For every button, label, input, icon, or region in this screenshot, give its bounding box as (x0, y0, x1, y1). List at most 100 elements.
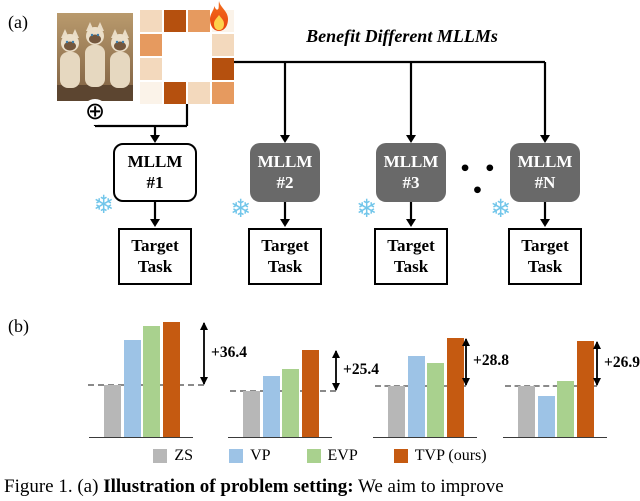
legend-item-vp: VP (229, 447, 271, 465)
kitten (85, 22, 105, 87)
bar-zs (104, 385, 121, 437)
target-task-box-2: Target Task (248, 228, 322, 285)
chart-baseline (503, 437, 607, 438)
gain-value: +28.8 (473, 352, 509, 369)
legend-label: TVP (ours) (414, 447, 487, 464)
combine-plus-icon: ⊕ (82, 99, 108, 125)
legend-swatch-tvp (393, 449, 408, 463)
ellipsis: • • • (459, 158, 499, 202)
mllm-box-1: MLLM #1 (113, 143, 197, 202)
patch-cell (212, 58, 234, 80)
patch-cell (188, 10, 210, 32)
connector-lines (93, 60, 550, 227)
bar-vp (537, 396, 555, 437)
mllm-box-n: MLLM #N (510, 143, 580, 202)
caption-bold: Illustration of problem setting: (103, 476, 354, 497)
bar-tvpours (576, 341, 594, 437)
target-task-box-3: Target Task (374, 228, 448, 285)
mllm-index: #1 (146, 172, 164, 192)
snowflake-icon: ❄ (93, 190, 114, 219)
mllm-name: MLLM (127, 152, 183, 172)
gain-arrow (332, 350, 340, 391)
patch-cell (212, 82, 234, 104)
gain-value: +36.4 (211, 343, 247, 361)
task-word: Task (137, 256, 173, 276)
mllm-name: MLLM (257, 152, 313, 172)
chart-baseline (373, 437, 477, 438)
legend-item-zs: ZS (153, 447, 193, 465)
gain-value: +25.4 (343, 360, 379, 378)
patch-cell (164, 58, 186, 80)
legend-label: ZS (174, 447, 194, 464)
bar-evp (557, 381, 574, 437)
kittens-image (57, 13, 133, 101)
legend-swatch-vp (229, 449, 244, 463)
mllm-name: MLLM (383, 152, 439, 172)
chart-baseline (228, 437, 332, 438)
target-word: Target (387, 236, 435, 256)
target-word: Target (131, 236, 179, 256)
chart-legend: ZS VP EVP TVP (ours) (0, 447, 640, 465)
fire-icon (210, 1, 228, 31)
patch-cell (188, 82, 210, 104)
bar-tvpours (162, 322, 180, 437)
legend-item-evp: EVP (306, 447, 358, 465)
figure-caption: Figure 1. (a) Illustration of problem se… (4, 476, 640, 498)
patch-cell (140, 82, 162, 104)
bar-evp (427, 363, 444, 437)
legend-item-tvp: TVP (ours) (393, 447, 487, 465)
patch-cell (164, 10, 186, 32)
patch-cell (188, 58, 210, 80)
legend-label: VP (250, 447, 271, 464)
caption-prefix: Figure 1. (a) (4, 476, 104, 497)
patch-cell (188, 34, 210, 56)
mllm-index: #3 (402, 172, 420, 192)
gain-arrow (200, 322, 208, 385)
mllm-box-2: MLLM #2 (250, 143, 320, 202)
target-word: Target (521, 236, 569, 256)
patch-cell (164, 34, 186, 56)
mllm-index: #N (534, 172, 556, 192)
panel-a-label: (a) (8, 12, 28, 32)
target-task-box-1: Target Task (118, 228, 192, 285)
snowflake-icon: ❄ (356, 194, 377, 223)
arrowheads (150, 135, 550, 227)
banner-text: Benefit Different MLLMs (306, 26, 498, 46)
patch-cell (140, 10, 162, 32)
snowflake-icon: ❄ (230, 194, 251, 223)
chart-baseline (89, 437, 193, 438)
bar-vp (262, 376, 280, 437)
task-word: Task (267, 256, 303, 276)
bar-tvpours (446, 338, 464, 437)
bar-tvpours (301, 350, 319, 437)
kitten (60, 29, 80, 88)
legend-label: EVP (327, 447, 358, 464)
task-word: Task (393, 256, 429, 276)
kitten (110, 29, 130, 88)
legend-swatch-zs (153, 449, 168, 463)
task-word: Task (527, 256, 563, 276)
visual-prompt-grid (140, 10, 234, 104)
gain-arrow (593, 341, 601, 386)
caption-rest: We aim to improve (353, 476, 504, 497)
patch-cell (140, 58, 162, 80)
bar-vp (123, 340, 141, 437)
bar-vp (407, 356, 425, 437)
patch-cell (164, 82, 186, 104)
patch-cell (140, 34, 162, 56)
mllm-name: MLLM (517, 152, 573, 172)
mllm-box-3: MLLM #3 (376, 143, 446, 202)
bar-evp (282, 369, 299, 437)
legend-swatch-evp (306, 449, 321, 463)
panel-b-label: (b) (8, 316, 29, 336)
gain-arrow (462, 338, 470, 386)
bar-zs (518, 386, 535, 437)
snowflake-icon: ❄ (490, 194, 511, 223)
patch-cell (212, 34, 234, 56)
target-task-box-n: Target Task (508, 228, 582, 285)
mllm-index: #2 (276, 172, 294, 192)
target-word: Target (261, 236, 309, 256)
zs-reference-line (505, 385, 597, 387)
